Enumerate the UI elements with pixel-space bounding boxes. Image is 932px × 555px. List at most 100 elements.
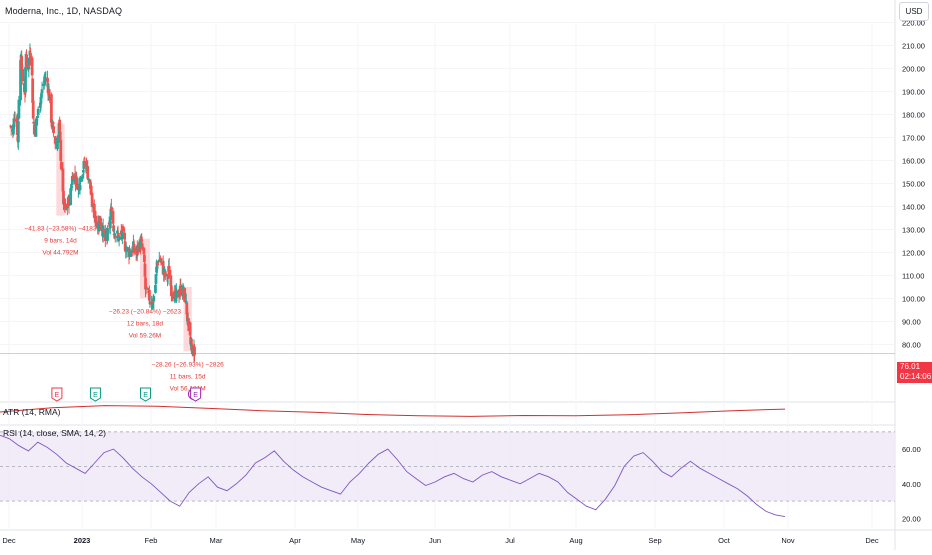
- candle-body: [46, 77, 49, 83]
- y-tick-label: 150.00: [902, 180, 925, 189]
- candle-body: [27, 57, 31, 65]
- candle-body: [51, 122, 54, 129]
- candle-body: [112, 225, 115, 232]
- x-tick-label: Apr: [289, 536, 301, 545]
- candle-body: [63, 206, 67, 209]
- measure-volume-label: Vol 44.792M: [42, 250, 78, 257]
- candle-body: [19, 60, 22, 101]
- candle-body: [46, 83, 50, 94]
- candle-body: [62, 190, 65, 205]
- x-tick-label: Jun: [429, 536, 441, 545]
- candle-body: [12, 118, 16, 127]
- candle-body: [115, 236, 119, 238]
- candle-body: [70, 175, 74, 185]
- candle-body: [193, 346, 196, 356]
- rsi-line: [0, 434, 786, 518]
- candle-body: [101, 225, 105, 238]
- candle-body: [31, 78, 35, 103]
- candle-body: [35, 119, 38, 122]
- candle-body: [23, 90, 27, 95]
- candle-body: [121, 229, 124, 239]
- atr-line: [0, 405, 786, 417]
- candle-body: [125, 246, 129, 252]
- candle-body: [156, 262, 160, 266]
- candle-body: [113, 233, 117, 238]
- measure-box: [56, 123, 65, 216]
- last-price-tag: 76.01 02:14:06: [897, 362, 932, 383]
- candle-body: [65, 206, 69, 210]
- candle-body: [159, 258, 163, 261]
- candle-body: [139, 239, 143, 248]
- x-tick-label: 2023: [74, 536, 91, 545]
- candle-body: [116, 232, 120, 235]
- candle-body: [113, 235, 117, 238]
- y-tick-label: 90.00: [902, 318, 921, 327]
- y-tick-label: 180.00: [902, 111, 925, 120]
- candle-body: [171, 296, 174, 298]
- candle-body: [98, 215, 102, 224]
- candle-body: [144, 286, 148, 288]
- candle-body: [30, 57, 34, 76]
- candle-body: [97, 219, 101, 232]
- y-tick-label: 80.00: [902, 341, 921, 350]
- candle-body: [69, 188, 73, 206]
- x-tick-label: Aug: [569, 536, 582, 545]
- earnings-event-marker: [51, 387, 63, 402]
- candle-body: [111, 210, 115, 224]
- candle-body: [116, 230, 119, 234]
- candle-body: [92, 203, 96, 218]
- candle-body: [83, 162, 86, 167]
- y-tick-label: 220.00: [902, 19, 925, 28]
- candle-body: [100, 222, 103, 230]
- x-tick-label: Dec: [865, 536, 879, 545]
- candle-body: [102, 228, 106, 232]
- candle-body: [170, 292, 174, 295]
- x-tick-label: Oct: [718, 536, 731, 545]
- candle-body: [54, 143, 58, 145]
- candle-body: [86, 178, 90, 181]
- candle-body: [123, 241, 127, 251]
- candle-body: [59, 140, 63, 161]
- candle-body: [188, 322, 192, 336]
- candle-body: [123, 232, 127, 240]
- candle-body: [136, 246, 140, 253]
- currency-button[interactable]: USD: [899, 2, 929, 21]
- candle-body: [25, 54, 29, 62]
- y-tick-label: 120.00: [902, 249, 925, 258]
- candle-body: [152, 296, 156, 302]
- candle-body: [169, 275, 173, 287]
- earnings-event-letter: E: [143, 392, 148, 399]
- candle-body: [58, 119, 62, 131]
- y-tick-label: 130.00: [902, 226, 925, 235]
- candle-body: [185, 312, 189, 322]
- candle-body: [81, 174, 85, 179]
- candle-body: [108, 221, 112, 229]
- candle-body: [140, 239, 144, 242]
- candle-body: [78, 185, 82, 191]
- candle-body: [40, 89, 44, 94]
- candle-body: [21, 69, 25, 82]
- candle-body: [42, 80, 46, 83]
- candle-body: [167, 265, 171, 279]
- candle-body: [90, 193, 94, 207]
- candle-body: [155, 266, 158, 273]
- measure-change-label: −28.26 (−26.93%) −2826: [152, 361, 224, 368]
- candle-body: [75, 177, 79, 190]
- candle-body: [129, 253, 133, 257]
- candle-body: [81, 169, 85, 173]
- measure-bars-label: 9 bars, 14d: [44, 238, 77, 245]
- candle-body: [190, 345, 194, 355]
- candle-body: [53, 136, 57, 144]
- candle-body: [39, 96, 43, 104]
- candle-body: [63, 198, 67, 209]
- measure-change-label: −41.83 (−23.58%) −4183: [24, 226, 96, 233]
- candle-body: [73, 173, 77, 179]
- candle-body: [16, 121, 20, 143]
- candle-body: [143, 254, 146, 262]
- candle-body: [47, 89, 51, 101]
- earnings-event-marker: [89, 387, 101, 402]
- candle-body: [144, 277, 147, 290]
- candle-body: [32, 121, 36, 124]
